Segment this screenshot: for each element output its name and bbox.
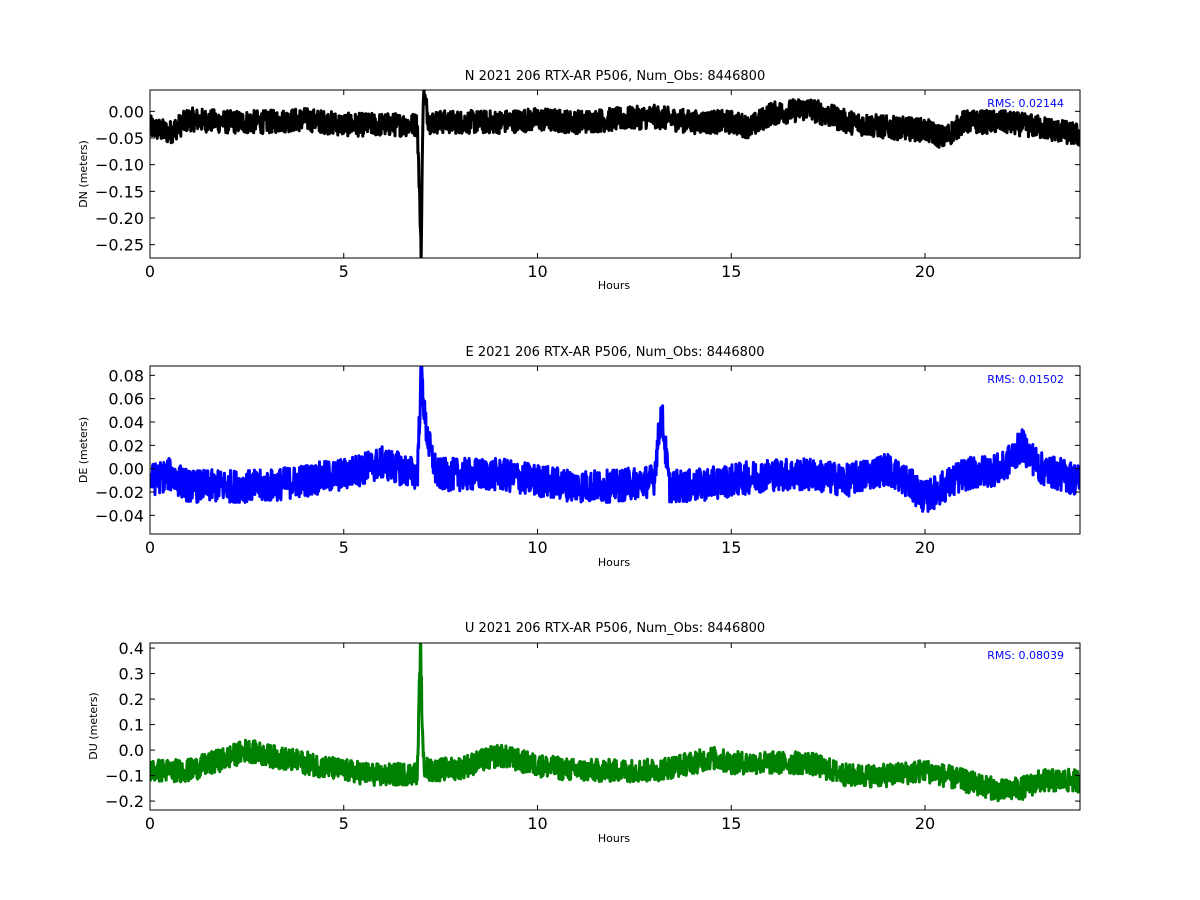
x-tick-label: 10 — [527, 262, 547, 281]
x-tick-label: 0 — [145, 262, 155, 281]
y-tick-label: −0.2 — [105, 792, 144, 811]
axes-frame — [149, 89, 1081, 259]
y-tick-label: 0.04 — [108, 413, 144, 432]
y-tick-label: −0.25 — [95, 236, 144, 255]
x-tick-label: 15 — [721, 814, 741, 833]
rms-annotation: RMS: 0.01502 — [987, 373, 1064, 386]
y-tick-label: 0.02 — [108, 436, 144, 455]
series-line — [150, 643, 1080, 803]
y-tick-label: −0.05 — [95, 129, 144, 148]
panel-title: U 2021 206 RTX-AR P506, Num_Obs: 8446800 — [465, 621, 765, 636]
x-axis-label: Hours — [598, 279, 630, 292]
y-tick-label: 0.08 — [108, 366, 144, 385]
y-tick-label: 0.4 — [119, 639, 144, 658]
y-tick-label: −0.20 — [95, 209, 144, 228]
x-tick-label: 20 — [915, 814, 935, 833]
y-tick-label: 0.00 — [108, 102, 144, 121]
y-tick-label: −0.04 — [95, 506, 144, 525]
y-tick-label: −0.15 — [95, 182, 144, 201]
x-tick-label: 20 — [915, 262, 935, 281]
x-tick-label: 0 — [145, 814, 155, 833]
y-axis-label: DE (meters) — [77, 417, 90, 483]
x-axis-label: Hours — [598, 832, 630, 845]
series-line — [150, 366, 1080, 513]
x-tick-label: 5 — [339, 538, 349, 557]
x-tick-label: 15 — [721, 262, 741, 281]
x-tick-label: 10 — [527, 814, 547, 833]
axes-frame — [149, 365, 1081, 535]
y-tick-label: 0.00 — [108, 460, 144, 479]
x-tick-label: 10 — [527, 538, 547, 557]
y-tick-label: 0.06 — [108, 390, 144, 409]
y-tick-label: −0.1 — [105, 767, 144, 786]
panel-title: E 2021 206 RTX-AR P506, Num_Obs: 8446800 — [466, 345, 765, 360]
rms-annotation: RMS: 0.08039 — [987, 649, 1064, 662]
y-tick-label: 0.1 — [119, 716, 144, 735]
y-tick-label: 0.2 — [119, 690, 144, 709]
y-tick-label: 0.3 — [119, 665, 144, 684]
y-axis-label: DN (meters) — [77, 140, 90, 208]
y-tick-label: 0.0 — [119, 741, 144, 760]
x-tick-label: 5 — [339, 262, 349, 281]
x-tick-label: 5 — [339, 814, 349, 833]
panel-north: N 2021 206 RTX-AR P506, Num_Obs: 8446800… — [77, 69, 1081, 292]
axes-frame — [149, 642, 1081, 811]
x-tick-label: 20 — [915, 538, 935, 557]
panel-title: N 2021 206 RTX-AR P506, Num_Obs: 8446800 — [465, 69, 765, 84]
y-axis-label: DU (meters) — [87, 692, 100, 759]
panel-east: E 2021 206 RTX-AR P506, Num_Obs: 8446800… — [77, 345, 1081, 569]
rms-annotation: RMS: 0.02144 — [987, 97, 1064, 110]
x-axis-label: Hours — [598, 556, 630, 569]
series-line — [150, 90, 1080, 258]
x-tick-label: 15 — [721, 538, 741, 557]
panel-up: U 2021 206 RTX-AR P506, Num_Obs: 8446800… — [87, 621, 1081, 845]
y-tick-label: −0.02 — [95, 483, 144, 502]
x-tick-label: 0 — [145, 538, 155, 557]
y-tick-label: −0.10 — [95, 156, 144, 175]
